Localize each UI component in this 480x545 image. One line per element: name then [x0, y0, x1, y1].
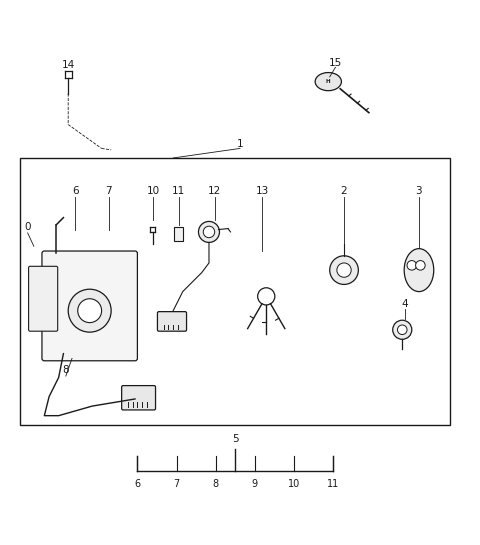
Circle shape	[407, 261, 417, 270]
Circle shape	[397, 325, 407, 335]
Text: 8: 8	[213, 479, 219, 489]
Circle shape	[416, 261, 425, 270]
Text: 7: 7	[173, 479, 180, 489]
Circle shape	[330, 256, 359, 284]
FancyBboxPatch shape	[157, 312, 187, 331]
Text: 4: 4	[401, 299, 408, 308]
Circle shape	[68, 289, 111, 332]
Text: 6: 6	[134, 479, 141, 489]
Text: 2: 2	[341, 186, 348, 196]
Bar	[21, 158, 450, 425]
Bar	[174, 227, 183, 241]
Text: 11: 11	[172, 186, 186, 196]
Circle shape	[393, 320, 412, 340]
Text: 6: 6	[72, 186, 79, 196]
FancyBboxPatch shape	[121, 386, 156, 410]
Text: 1: 1	[237, 138, 243, 149]
Text: 11: 11	[327, 479, 339, 489]
Ellipse shape	[315, 72, 341, 90]
Circle shape	[337, 263, 351, 277]
Text: 10: 10	[146, 186, 160, 196]
Text: 12: 12	[208, 186, 221, 196]
Text: 13: 13	[256, 186, 269, 196]
Text: 10: 10	[288, 479, 300, 489]
Text: 14: 14	[61, 60, 75, 70]
Text: 15: 15	[329, 58, 342, 68]
Text: H: H	[326, 79, 331, 84]
Text: 8: 8	[62, 365, 69, 376]
FancyBboxPatch shape	[42, 251, 137, 361]
Text: 5: 5	[232, 434, 239, 444]
Ellipse shape	[404, 249, 434, 292]
Text: 7: 7	[106, 186, 112, 196]
Text: 0: 0	[24, 222, 31, 232]
Text: 3: 3	[416, 186, 422, 196]
Circle shape	[203, 226, 215, 238]
Text: 9: 9	[252, 479, 258, 489]
FancyBboxPatch shape	[29, 267, 58, 331]
Circle shape	[78, 299, 102, 323]
Circle shape	[199, 221, 219, 243]
